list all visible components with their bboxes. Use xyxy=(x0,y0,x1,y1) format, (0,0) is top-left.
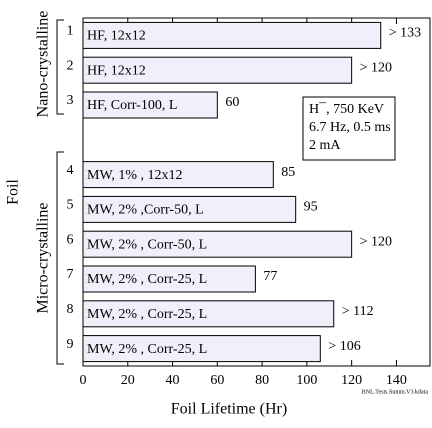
y-tick-label: 1 xyxy=(67,24,74,39)
bar-label: HF, 12x12 xyxy=(87,29,146,44)
value-label: > 120 xyxy=(360,234,392,249)
x-tick-label: 100 xyxy=(296,373,317,388)
x-tick-label: 140 xyxy=(386,373,407,388)
value-label: > 120 xyxy=(360,60,392,75)
bar xyxy=(82,161,274,189)
x-tick-label: 80 xyxy=(255,373,269,388)
bar-label: MW, 2% , Corr-25, L xyxy=(87,272,207,287)
legend-text: H¯, 750 KeV xyxy=(309,102,384,117)
legend-box xyxy=(302,96,396,161)
group-bracket xyxy=(56,151,64,365)
y-tick-label: 7 xyxy=(67,267,74,282)
bar-label: MW, 2% ,Corr-50, L xyxy=(87,203,204,218)
x-axis-label: Foil Lifetime (Hr) xyxy=(171,401,287,418)
y-axis-label: Foil xyxy=(5,179,22,205)
x-tick-label: 120 xyxy=(341,373,362,388)
bar xyxy=(82,21,382,49)
y-tick-label: 6 xyxy=(67,232,74,247)
bar-label: MW, 2% , Corr-50, L xyxy=(87,237,207,252)
group-label: Nano-crystalline xyxy=(35,11,52,118)
bar-label: HF, Corr-100, L xyxy=(87,98,177,113)
bar xyxy=(82,300,335,328)
group-bracket xyxy=(56,19,64,115)
bar-label: HF, 12x12 xyxy=(87,63,146,78)
y-tick-label: 5 xyxy=(67,198,74,213)
y-tick-label: 3 xyxy=(67,93,74,108)
value-label: > 106 xyxy=(328,339,360,354)
value-label: 95 xyxy=(304,200,318,215)
x-tick-label: 20 xyxy=(121,373,135,388)
group-label: Micro-crystalline xyxy=(35,202,52,313)
y-tick-label: 8 xyxy=(67,302,74,317)
bar xyxy=(82,195,297,223)
x-tick-label: 0 xyxy=(80,373,87,388)
y-tick-label: 2 xyxy=(67,58,74,73)
value-label: 77 xyxy=(263,269,277,284)
bar xyxy=(82,265,256,293)
bar xyxy=(82,230,353,258)
plot-frame xyxy=(82,17,431,367)
bar-label: MW, 2% , Corr-25, L xyxy=(87,342,207,357)
x-tick-label: 60 xyxy=(210,373,224,388)
value-label: > 133 xyxy=(389,26,421,41)
y-tick-label: 9 xyxy=(67,337,74,352)
bar-label: MW, 1% , 12x12 xyxy=(87,168,183,183)
bar xyxy=(82,56,353,84)
legend-text: 2 mA xyxy=(309,138,341,153)
x-tick-label: 40 xyxy=(166,373,180,388)
value-label: 60 xyxy=(225,95,239,110)
bar xyxy=(82,91,218,119)
bar xyxy=(82,335,321,363)
legend-text: 6.7 Hz, 0.5 ms xyxy=(309,120,391,135)
value-label: > 112 xyxy=(342,304,374,319)
footnote: BNL.Tests.Summ.V3.kdata xyxy=(362,389,429,395)
bar-label: MW, 2% , Corr-25, L xyxy=(87,307,207,322)
y-tick-label: 4 xyxy=(67,163,74,178)
value-label: 85 xyxy=(281,165,295,180)
